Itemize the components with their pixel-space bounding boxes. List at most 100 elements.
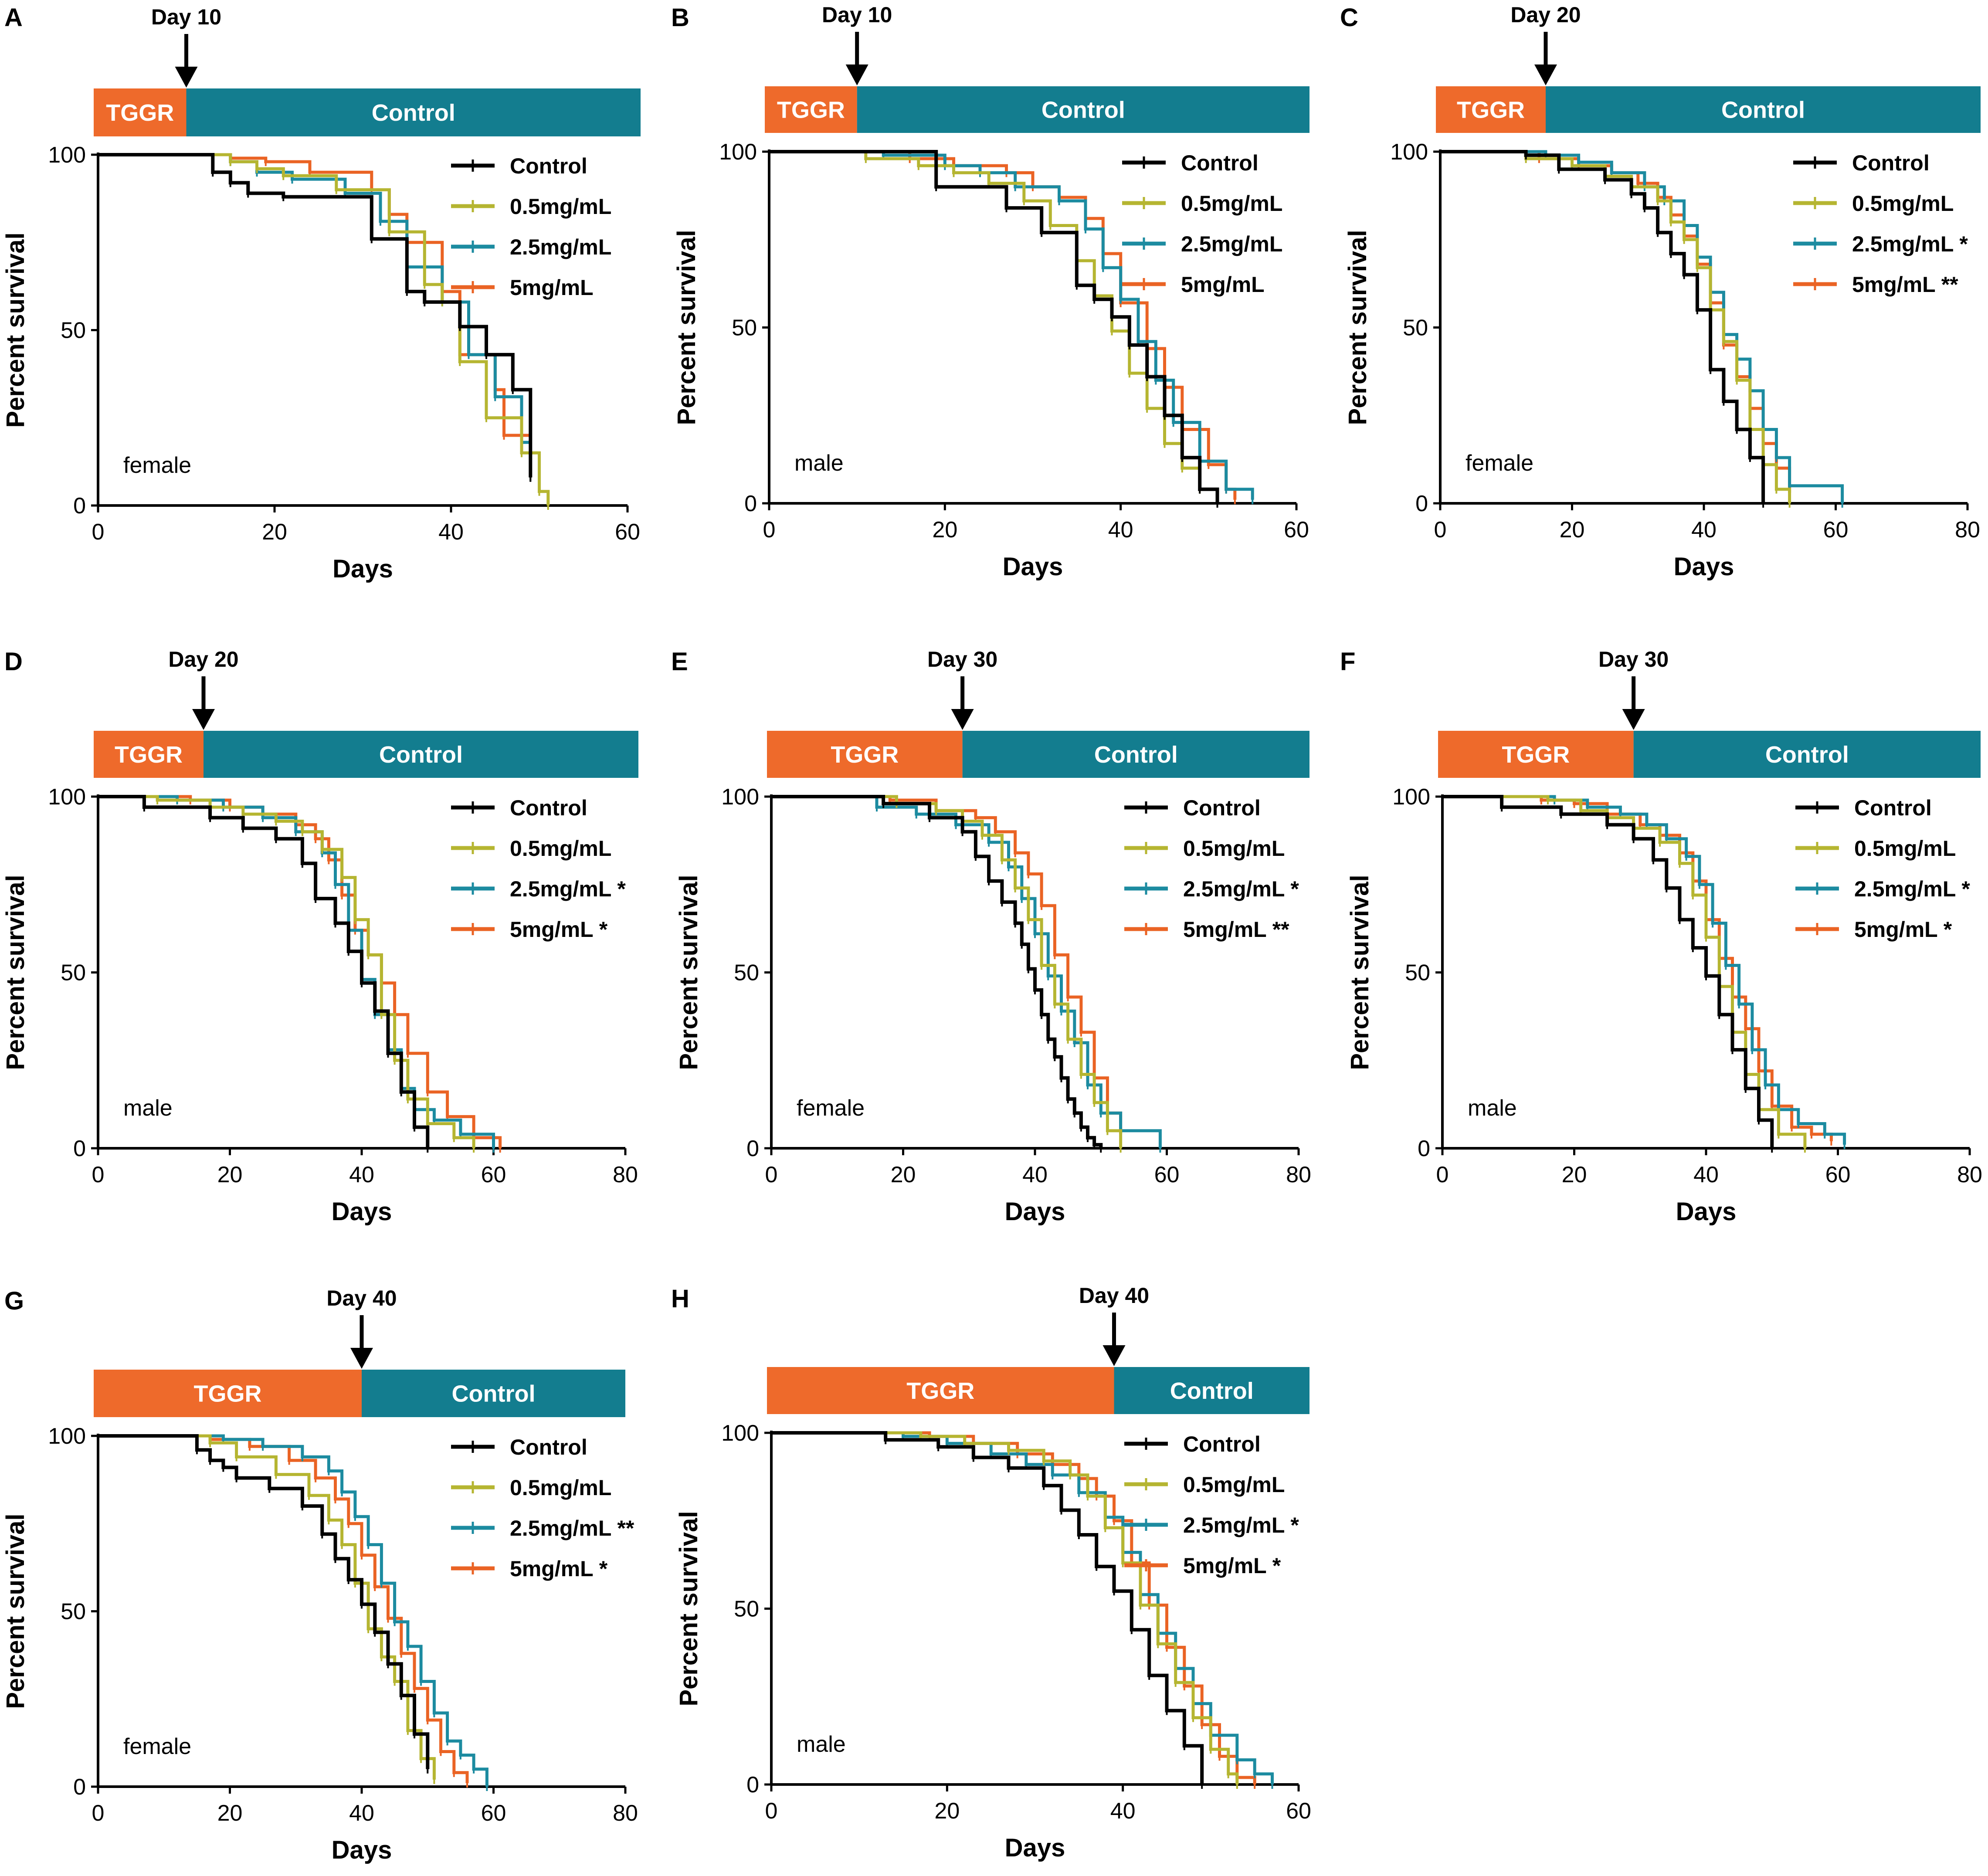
tggr-bar: [94, 88, 187, 136]
tggr-bar-label: TGGR: [777, 97, 845, 123]
x-axis-title: Days: [1674, 553, 1734, 581]
legend-entry: 5mg/mL: [510, 275, 594, 300]
sex-label: female: [1466, 451, 1533, 476]
panel-letter: A: [4, 3, 23, 32]
legend-entry: Control: [1854, 796, 1932, 820]
y-tick-label: 0: [746, 1136, 759, 1161]
legend-entry: 2.5mg/mL *: [1183, 1513, 1299, 1537]
y-tick-label: 100: [1392, 784, 1430, 810]
arrow-label: Day 30: [1598, 647, 1669, 672]
control-bar-label: Control: [1765, 742, 1849, 768]
x-tick-label: 20: [934, 1798, 960, 1824]
series-line-5mgml: [98, 153, 532, 478]
x-tick-label: 40: [1110, 1798, 1136, 1824]
x-axis-title: Days: [332, 555, 393, 583]
y-axis-title: Percent survival: [1346, 875, 1374, 1070]
x-tick-label: 60: [481, 1801, 506, 1826]
series-line-25mgml: [769, 150, 1254, 500]
x-tick-label: 20: [1560, 517, 1585, 543]
control-bar: [186, 88, 641, 136]
y-tick-label: 50: [1405, 960, 1430, 986]
sex-label: male: [794, 451, 844, 476]
tggr-bar: [765, 86, 857, 133]
legend-entry: 0.5mg/mL: [510, 194, 611, 219]
y-axis-title: Percent survival: [675, 1511, 703, 1706]
x-tick-label: 60: [1825, 1162, 1851, 1187]
x-tick-label: 20: [891, 1162, 916, 1187]
panel-letter: G: [4, 1287, 24, 1315]
x-tick-label: 20: [1562, 1162, 1587, 1187]
y-axis-title: Percent survival: [675, 875, 703, 1070]
panel-H: H TGGR Control Day 40 0 20 40 60 0 50 100 Days Perce…: [671, 1283, 1311, 1862]
arrow-down-icon: [1622, 709, 1645, 730]
panel-D: D TGGR Control Day 20 0 20 40 60 80 0 50 100 Days Per…: [1, 647, 638, 1226]
y-tick-label: 50: [732, 315, 757, 341]
legend-entry: 2.5mg/mL **: [510, 1516, 634, 1540]
x-tick-label: 40: [349, 1162, 374, 1187]
panel-letter: C: [1340, 3, 1358, 32]
sex-label: female: [123, 1734, 191, 1759]
y-tick-label: 100: [1390, 139, 1428, 165]
series-line-25mgml: [98, 153, 532, 478]
legend-entry: 5mg/mL: [1181, 272, 1265, 297]
y-tick-label: 100: [719, 139, 757, 165]
x-tick-label: 60: [1823, 517, 1849, 543]
series-line-5mgml: [1442, 795, 1833, 1141]
legend-entry: 2.5mg/mL: [1181, 232, 1282, 256]
x-tick-label: 60: [481, 1162, 506, 1187]
control-bar: [1546, 86, 1981, 133]
y-axis-title: Percent survival: [1, 875, 30, 1070]
x-tick-label: 80: [613, 1801, 638, 1826]
x-tick-label: 40: [1693, 1162, 1719, 1187]
legend-entry: 0.5mg/mL: [510, 1476, 611, 1500]
legend-entry: 5mg/mL *: [510, 1557, 608, 1581]
legend-entry: Control: [510, 796, 587, 820]
control-bar: [362, 1370, 625, 1417]
control-bar-label: Control: [1094, 742, 1178, 768]
legend-entry: 5mg/mL *: [1854, 917, 1952, 942]
legend-entry: 0.5mg/mL: [1854, 836, 1956, 861]
panel-G: G TGGR Control Day 40 0 20 40 60 80 0 50 100 Days Per…: [1, 1286, 638, 1864]
y-axis-title: Percent survival: [1, 1513, 30, 1709]
x-tick-label: 40: [1108, 517, 1133, 543]
control-bar: [204, 731, 638, 778]
tggr-bar-label: TGGR: [831, 742, 899, 768]
sex-label: male: [1468, 1096, 1517, 1121]
y-tick-label: 0: [744, 491, 757, 516]
legend-entry: 5mg/mL *: [510, 917, 608, 942]
x-tick-label: 80: [613, 1162, 638, 1187]
y-tick-label: 0: [73, 493, 86, 519]
x-tick-label: 40: [1022, 1162, 1048, 1187]
x-tick-label: 60: [1154, 1162, 1180, 1187]
arrow-label: Day 30: [927, 647, 997, 672]
series-line-25mgml: [1442, 795, 1846, 1145]
x-tick-label: 0: [1434, 517, 1447, 543]
arrow-down-icon: [175, 67, 198, 88]
control-bar-label: Control: [1721, 97, 1805, 123]
sex-label: female: [797, 1096, 865, 1121]
tggr-bar-label: TGGR: [1502, 742, 1570, 768]
y-tick-label: 0: [73, 1774, 86, 1800]
y-tick-label: 100: [721, 1421, 759, 1446]
series-line-5mgml: [1440, 150, 1791, 493]
x-tick-label: 0: [92, 1162, 105, 1187]
series-line-25mgml: [1440, 150, 1844, 503]
legend-entry: 0.5mg/mL: [1183, 1472, 1285, 1497]
control-bar-label: Control: [1170, 1378, 1254, 1404]
y-axis-title: Percent survival: [1, 232, 30, 427]
legend-entry: Control: [1181, 151, 1259, 175]
series-line-05mgml: [98, 1434, 436, 1780]
y-tick-label: 100: [721, 784, 759, 810]
x-tick-label: 20: [932, 517, 957, 543]
legend-entry: 2.5mg/mL: [510, 235, 611, 259]
x-tick-label: 40: [438, 519, 464, 545]
tggr-bar-label: TGGR: [1457, 97, 1525, 123]
legend-entry: 5mg/mL **: [1852, 272, 1958, 297]
series-line-control: [98, 1434, 430, 1769]
arrow-label: Day 40: [1079, 1283, 1149, 1308]
y-tick-label: 100: [48, 784, 86, 810]
y-tick-label: 50: [1403, 315, 1428, 341]
arrow-label: Day 20: [168, 647, 238, 672]
x-axis-title: Days: [332, 1198, 392, 1226]
